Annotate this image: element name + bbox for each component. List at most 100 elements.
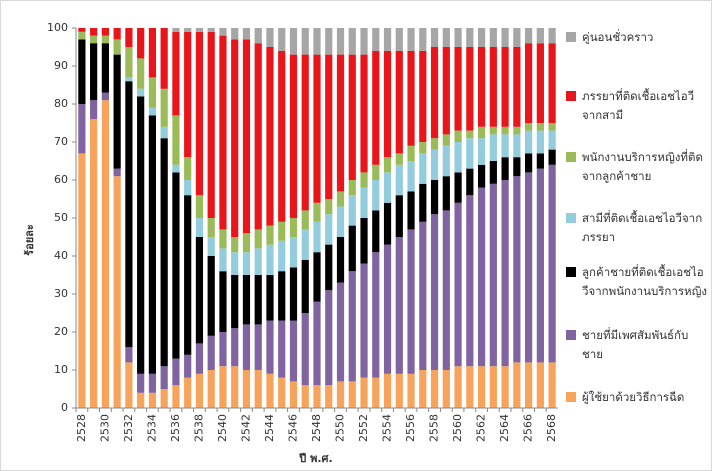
- y-tick-label: 30: [54, 287, 68, 300]
- bar-segment: [372, 252, 380, 378]
- bar-segment: [383, 157, 392, 173]
- bar-segment: [407, 373, 415, 408]
- x-tick-label: 2552: [357, 414, 370, 442]
- legend-label: ภรรยาที่ติดเชื้อเอชไอวีจากสามี: [582, 89, 695, 122]
- bar-segment: [148, 28, 157, 78]
- bar-segment: [125, 77, 133, 82]
- legend-item: ลูกค้าชายที่ติดเชื้อเอชไอวีจากพนักงานบริ…: [566, 263, 708, 301]
- x-tick-label: 2556: [404, 414, 417, 442]
- bar-segment: [266, 47, 274, 226]
- bar-segment: [336, 191, 345, 207]
- bar-segment: [336, 28, 345, 55]
- bar-segment: [289, 54, 298, 218]
- bar-segment: [442, 134, 450, 146]
- bar-segment: [301, 259, 309, 313]
- x-tick-label: 2530: [98, 414, 111, 442]
- bar-segment: [137, 373, 145, 393]
- bar-segment: [407, 161, 415, 192]
- bar-segment: [125, 47, 133, 78]
- bar-segment: [160, 366, 168, 389]
- bar-segment: [289, 381, 298, 408]
- bar-segment: [242, 28, 251, 40]
- bar-segment: [513, 126, 521, 135]
- bar-segment: [348, 271, 356, 382]
- bar-segment: [231, 252, 239, 275]
- bar-segment: [101, 100, 109, 408]
- bar-segment: [407, 229, 415, 374]
- bar-segment: [501, 28, 509, 47]
- legend-swatch: [566, 32, 576, 42]
- bar-segment: [184, 195, 192, 355]
- bar-segment: [313, 28, 321, 55]
- bar-segment: [289, 320, 298, 382]
- bar-segment: [383, 28, 392, 51]
- bar-segment: [372, 210, 380, 253]
- bar-segment: [395, 164, 403, 196]
- bar-segment: [278, 221, 286, 241]
- bar-segment: [442, 176, 450, 211]
- bar-segment: [395, 237, 403, 374]
- bar-segment: [336, 54, 345, 192]
- bar-segment: [242, 252, 251, 275]
- bar-segment: [207, 256, 215, 336]
- x-tick-label: 2538: [192, 414, 205, 442]
- x-tick-label: 2540: [216, 414, 229, 442]
- x-tick-label: 2532: [122, 414, 135, 442]
- legend-label: พนักงานบริการหญิงที่ติดจากลูกค้าชาย: [582, 150, 703, 183]
- bar-segment: [160, 389, 168, 408]
- bar-segment: [513, 157, 521, 177]
- bar-segment: [372, 180, 380, 211]
- bar-segment: [419, 370, 427, 408]
- bar-segment: [348, 225, 356, 272]
- bar-segment: [454, 130, 462, 142]
- bar-segment: [466, 195, 474, 367]
- bar-segment: [195, 237, 204, 344]
- bar-segment: [313, 252, 321, 302]
- bar-segment: [148, 392, 157, 408]
- bar-segment: [454, 366, 462, 408]
- bar-segment: [360, 377, 368, 408]
- bar-segment: [489, 134, 497, 161]
- bar-segment: [242, 233, 251, 253]
- x-tick-label: 2562: [475, 414, 488, 442]
- bar-segment: [501, 47, 509, 127]
- bar-segment: [407, 28, 415, 51]
- bar-segment: [407, 50, 415, 146]
- bar-segment: [360, 218, 368, 264]
- bar-segment: [313, 54, 321, 203]
- y-tick-label: 20: [54, 325, 68, 338]
- bar-segment: [395, 153, 403, 165]
- legend-swatch: [566, 392, 576, 402]
- bar-segment: [184, 28, 192, 32]
- bar-segment: [184, 354, 192, 378]
- bar-segment: [207, 31, 215, 218]
- bar-segment: [325, 214, 333, 245]
- bar-segment: [231, 275, 239, 329]
- bar-segment: [442, 47, 450, 135]
- bar-segment: [184, 31, 192, 158]
- legend-item: ภรรยาที่ติดเชื้อเอชไอวีจากสามี: [566, 87, 708, 125]
- x-tick-label: 2566: [522, 414, 535, 442]
- bar-segment: [90, 35, 98, 44]
- bar-segment: [266, 320, 274, 374]
- x-tick-label: 2534: [145, 414, 158, 442]
- y-tick-label: 10: [54, 363, 68, 376]
- bar-segment: [125, 28, 133, 47]
- bar-segment: [548, 43, 556, 124]
- bar-segment: [101, 28, 109, 36]
- bar-segment: [536, 28, 544, 44]
- bar-segment: [442, 28, 450, 47]
- bar-segment: [172, 115, 180, 165]
- bar-segment: [242, 275, 251, 325]
- x-axis-label: ปี พ.ศ.: [298, 452, 332, 465]
- legend-item: ชายที่มีเพศสัมพันธ์กับชาย: [566, 326, 708, 364]
- bar-segment: [336, 282, 345, 382]
- bar-segment: [90, 43, 98, 101]
- bar-segment: [148, 107, 157, 116]
- bar-segment: [113, 168, 121, 177]
- bar-segment: [372, 28, 380, 51]
- bar-segment: [313, 221, 321, 253]
- bar-segment: [289, 28, 298, 55]
- x-tick-label: 2542: [239, 414, 252, 442]
- bar-segment: [442, 145, 450, 177]
